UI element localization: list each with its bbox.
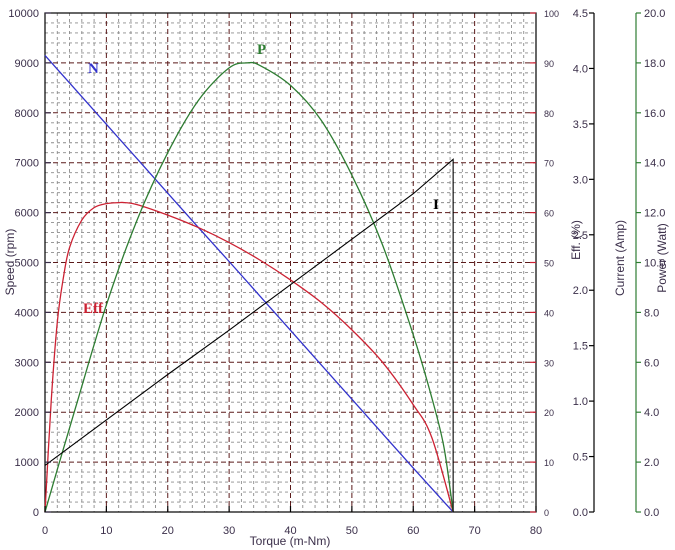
tick-label: 16.0	[644, 108, 665, 120]
tick-label: 4000	[15, 307, 39, 319]
tick-label: 10.0	[644, 258, 665, 270]
tick-label: 50	[544, 259, 554, 269]
series-Eff	[44, 201, 454, 513]
curve-label-efficiency: Eff	[83, 301, 104, 317]
axis-speed: 0 1000 2000 3000 4000 5000 6000 7000 8000 9000 100…	[8, 8, 51, 519]
tick-label: 10	[544, 458, 554, 468]
tick-label: 18.0	[644, 58, 665, 70]
tick-label: 100	[544, 9, 559, 19]
tick-label: 0.5	[573, 452, 588, 464]
tick-label: 40	[544, 308, 554, 318]
tick-label: 8.0	[644, 307, 659, 319]
axis-title-current: Current (Amp)	[613, 220, 627, 296]
tick-label: 20	[162, 525, 174, 537]
tick-label: 3000	[15, 357, 39, 369]
tick-label: 10	[100, 525, 112, 537]
tick-label: 70	[544, 159, 554, 169]
axis-title-torque: Torque (m-Nm)	[250, 534, 331, 548]
axis-title-efficiency: Eff. (%)	[569, 220, 583, 260]
axis-title-speed: Speed (rpm)	[3, 229, 17, 296]
tick-label: 1000	[15, 457, 39, 469]
tick-label: 0.0	[644, 507, 659, 519]
tick-label: 0	[544, 508, 549, 518]
tick-label: 70	[469, 525, 481, 537]
tick-label: 3.0	[573, 174, 588, 186]
tick-label: 30	[544, 358, 554, 368]
tick-label: 0	[42, 525, 48, 537]
tick-label: 40	[284, 525, 296, 537]
tick-label: 4.5	[573, 8, 588, 20]
tick-label: 8000	[15, 108, 39, 120]
tick-label: 2000	[15, 407, 39, 419]
tick-label: 10000	[8, 8, 39, 20]
tick-label: 7000	[15, 158, 39, 170]
axis-power: 0.0 2.0 4.0 6.0 8.0 10.0 12.0 14.0 16.0 18.0 20.0	[635, 8, 665, 519]
tick-label: 80	[530, 525, 542, 537]
tick-label: 20.0	[644, 8, 665, 20]
axis-efficiency: 0 10 20 30 40 50 60 70 80 90 100	[530, 9, 559, 518]
tick-label: 1.5	[573, 341, 588, 353]
grid-major	[45, 13, 536, 512]
grid-minor	[45, 13, 536, 512]
tick-label: 90	[544, 59, 554, 69]
series-P	[44, 61, 454, 513]
tick-label: 0.0	[573, 507, 588, 519]
tick-label: 6.0	[644, 357, 659, 369]
tick-label: 0	[33, 507, 39, 519]
tick-label: 80	[544, 109, 554, 119]
tick-label: 9000	[15, 58, 39, 70]
axis-torque: 0 10 20 30 40 50 60 70 80	[42, 506, 542, 537]
tick-label: 50	[346, 525, 358, 537]
tick-label: 12.0	[644, 208, 665, 220]
tick-label: 30	[223, 525, 235, 537]
tick-label: 60	[544, 209, 554, 219]
tick-label: 14.0	[644, 158, 665, 170]
series-I	[44, 158, 454, 512]
tick-label: 4.0	[573, 63, 588, 75]
tick-label: 1.0	[573, 396, 588, 408]
axis-current: 0.0 0.5 1.0 1.5 2.0 2.5 3.0 3.5 4.0 4.5	[573, 8, 595, 519]
tick-label: 2.0	[573, 285, 588, 297]
tick-label: 6000	[15, 208, 39, 220]
series-N	[44, 54, 454, 513]
tick-label: 2.5	[573, 230, 588, 242]
tick-label: 4.0	[644, 407, 659, 419]
tick-label: 60	[407, 525, 419, 537]
series-paths	[44, 54, 454, 513]
tick-label: 5000	[15, 258, 39, 270]
axis-title-power: Power (Watt)	[655, 223, 669, 293]
tick-label: 3.5	[573, 119, 588, 131]
tick-label: 2.0	[644, 457, 659, 469]
curve-label-current: I	[433, 197, 439, 213]
curve-label-power: P	[257, 42, 266, 58]
curve-label-speed: N	[88, 61, 99, 77]
tick-label: 20	[544, 408, 554, 418]
